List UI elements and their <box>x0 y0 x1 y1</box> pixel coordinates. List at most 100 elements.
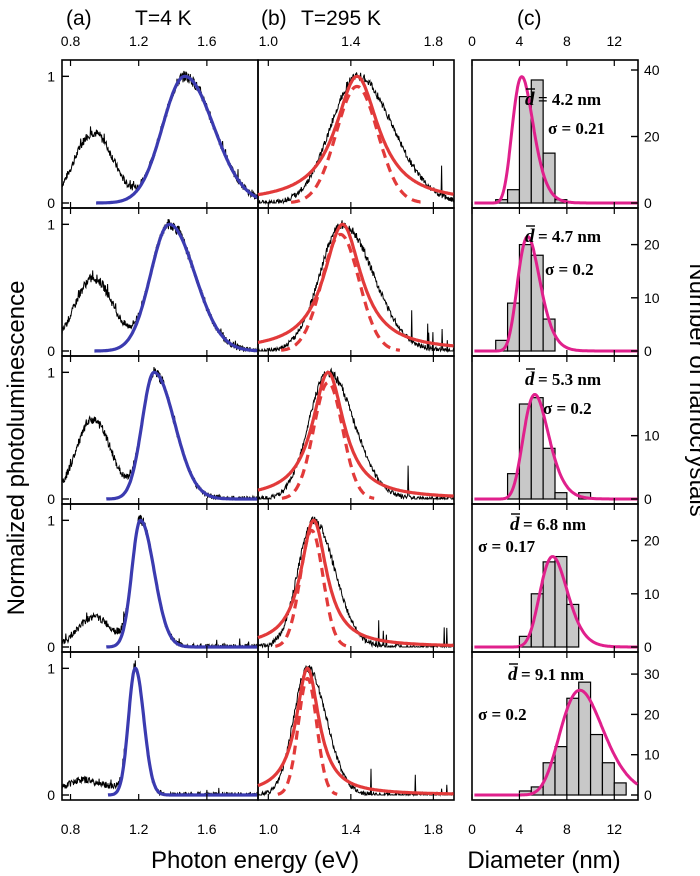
panel-title-b: T=295 K <box>301 7 381 30</box>
panel-a-bottom-tick-label: 1.2 <box>129 821 149 837</box>
panel-c-y-tick-label: 10 <box>644 290 660 306</box>
y-axis-title-left: Normalized photoluminescence <box>3 281 30 616</box>
panel-c-histogram-bar <box>554 746 568 796</box>
panel-a-fit-line <box>106 518 258 649</box>
panel-c-y-tick-label: 0 <box>644 491 652 507</box>
x-axis-title-energy: Photon energy (eV) <box>151 847 359 874</box>
panel-b-bottom-tick-label: 1.8 <box>424 821 444 837</box>
panel-c-bottom-tick-label: 8 <box>563 821 571 837</box>
panel-c-histogram-bar <box>530 397 544 500</box>
panel-c-y-tick-label: 10 <box>644 586 660 602</box>
panel-b-fit-line <box>257 666 454 796</box>
panel-b-row-frame <box>257 651 455 801</box>
panel-a-data-line <box>61 367 258 501</box>
panel-b-fit-line <box>257 74 454 197</box>
panel-b-component-line <box>290 84 424 204</box>
panel-c-histogram-bar <box>566 697 580 796</box>
panel-b-top-tick-label: 1.8 <box>424 33 444 49</box>
panel-c-top-tick-label: 8 <box>563 33 571 49</box>
panel-c-histogram-bar <box>542 447 556 500</box>
panel-c-histogram-bar <box>506 189 521 204</box>
panel-c-fit-line <box>474 235 638 353</box>
panel-c-mean-symbol: d <box>508 664 518 685</box>
panel-b-data-line <box>257 220 454 353</box>
panel-c-y-tick-label: 20 <box>644 533 660 549</box>
panel-title-a: T=4 K <box>135 7 192 30</box>
panel-a-y-tick-label: 1 <box>47 364 55 380</box>
panel-c-top-tick-label: 4 <box>516 33 524 49</box>
plot-area: 01010101010.80.81.21.21.61.61.01.01.41.4… <box>47 33 660 837</box>
panel-b-top-tick-label: 1.4 <box>341 33 361 49</box>
panel-c-fit-line <box>474 75 638 205</box>
panel-a-top-tick-label: 1.2 <box>129 33 149 49</box>
panel-b-data-line <box>258 664 455 797</box>
panel-a-y-tick-label: 0 <box>47 491 55 507</box>
panel-c-mean-symbol: d <box>525 226 535 247</box>
panel-c-mean-label: = 5.3 nm <box>538 370 601 389</box>
panel-b-fit-line <box>257 222 454 348</box>
panel-b-bottom-tick-label: 1.4 <box>341 821 361 837</box>
panel-a-bottom-tick-label: 1.6 <box>197 821 217 837</box>
panel-b-data-line <box>257 367 455 501</box>
y-axis-title-right: Number of nanocrystals <box>684 263 700 516</box>
panel-c-bottom-tick-label: 4 <box>516 821 524 837</box>
panel-b-component-line <box>277 676 338 796</box>
panel-a-y-tick-label: 0 <box>47 343 55 359</box>
panel-c-mean-label: = 9.1 nm <box>521 665 584 684</box>
panel-c-mean-label: = 4.7 nm <box>538 227 601 246</box>
panel-a-y-tick-label: 0 <box>47 639 55 655</box>
panel-b-data-line <box>257 72 455 205</box>
panel-c-mean-symbol: d <box>510 514 520 535</box>
panel-c-top-tick-label: 12 <box>606 33 622 49</box>
panel-a-row-frame <box>61 651 259 801</box>
panel-c-sigma-label: σ = 0.2 <box>545 260 594 279</box>
panel-a-y-tick-label: 1 <box>47 512 55 528</box>
panel-c-histogram-bar <box>554 555 568 648</box>
panel-b-component-line <box>281 380 375 500</box>
panel-label-c: (c) <box>517 7 542 30</box>
panel-b-row-frame <box>257 355 455 505</box>
panel-c-y-tick-label: 40 <box>644 62 660 78</box>
panel-c-mean-symbol: d <box>525 369 535 390</box>
panel-c-histogram-bar <box>554 492 568 500</box>
panel-c-mean-label: = 6.8 nm <box>523 515 586 534</box>
panel-a-fit-line <box>107 666 258 797</box>
panel-a-fit-line <box>94 222 258 353</box>
panel-c-y-tick-label: 0 <box>644 787 652 803</box>
panel-a-row-frame <box>61 503 259 653</box>
panel-a-fit-line <box>106 370 258 501</box>
panel-c-y-tick-label: 10 <box>644 428 660 444</box>
panel-label-b: (b) <box>261 7 287 30</box>
panel-c-y-tick-label: 0 <box>644 343 652 359</box>
panel-c-mean-label: = 4.2 nm <box>538 90 601 109</box>
panel-c-histogram-bar <box>518 95 532 204</box>
x-axis-title-diameter: Diameter (nm) <box>467 847 620 874</box>
panel-c-row-frame <box>471 651 639 801</box>
panel-c-y-tick-label: 10 <box>644 747 660 763</box>
panel-c-sigma-label: σ = 0.2 <box>478 705 527 724</box>
panel-c-fit-line <box>474 555 638 649</box>
panel-c-bottom-tick-label: 0 <box>468 821 476 837</box>
panel-c-y-tick-label: 20 <box>644 706 660 722</box>
panel-c-mean-symbol: d <box>525 89 535 110</box>
panel-c-bottom-tick-label: 12 <box>606 821 622 837</box>
panel-c-y-tick-label: 0 <box>644 195 652 211</box>
panel-a-data-line <box>61 660 259 797</box>
panel-a-top-tick-label: 1.6 <box>197 33 217 49</box>
panel-a-y-tick-label: 1 <box>47 216 55 232</box>
panel-c-sigma-label: σ = 0.2 <box>543 399 592 418</box>
panel-c-histogram-bar <box>601 762 615 796</box>
panel-c-fit-line <box>474 392 638 501</box>
panel-c-y-tick-label: 30 <box>644 666 660 682</box>
panel-a-data-line <box>61 514 259 649</box>
panel-b-top-tick-label: 1.0 <box>259 33 279 49</box>
panel-c-top-tick-label: 0 <box>468 33 476 49</box>
panel-a-top-tick-label: 0.8 <box>61 33 81 49</box>
panel-a-fit-line <box>96 74 259 205</box>
panel-b-fit-line <box>257 518 454 647</box>
panel-b-data-line <box>257 516 455 649</box>
panel-a-y-tick-label: 0 <box>47 787 55 803</box>
panel-c-sigma-label: σ = 0.17 <box>478 537 536 556</box>
panel-c-histogram-bar <box>589 733 604 796</box>
